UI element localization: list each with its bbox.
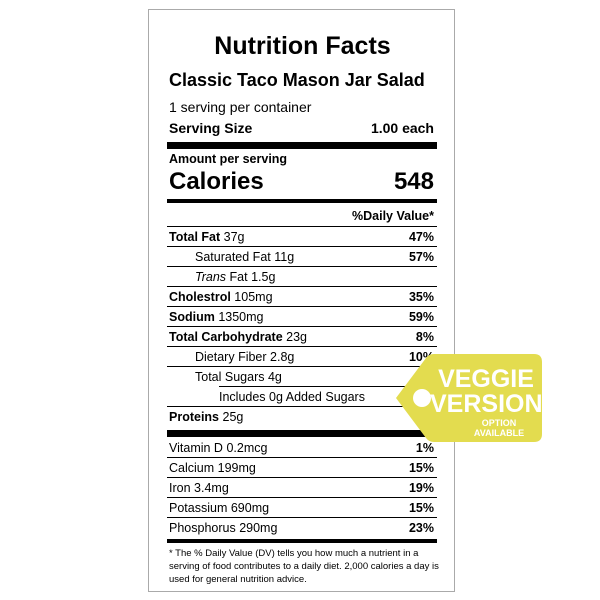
vitamin-amount: 199mg (217, 461, 256, 475)
nutrient-row-total-fat: Total Fat 37g (169, 230, 245, 244)
nutrient-amount: 25g (222, 410, 244, 424)
nutrient-name: Total Carbohydrate (169, 330, 283, 344)
nutrition-facts-label: Nutrition Facts Classic Taco Mason Jar S… (148, 9, 455, 592)
servings-per-container: 1 serving per container (169, 99, 312, 115)
veggie-version-badge: VEGGIE VERSION OPTION AVAILABLE (396, 352, 544, 444)
badge-tag-shape (396, 354, 542, 442)
vitamin-amount: 290mg (239, 521, 278, 535)
vitamin-name: Potassium (169, 501, 228, 515)
row-divider (219, 386, 437, 387)
row-divider (167, 226, 437, 227)
vitamin-row-calcium: Calcium 199mg (169, 461, 256, 475)
nutrient-name: Total Sugars (195, 370, 265, 384)
nutrient-name-suffix: Fat (229, 270, 248, 284)
vitamin-row-potassium: Potassium 690mg (169, 501, 269, 515)
nutrient-name: Dietary Fiber (195, 350, 267, 364)
vitamin-row-phosphorus: Phosphorus 290mg (169, 521, 277, 535)
product-name: Classic Taco Mason Jar Salad (169, 70, 425, 90)
vitamin-dv: 15% (408, 461, 434, 475)
thick-divider (167, 142, 437, 149)
badge-line-option: OPTION (481, 418, 517, 428)
vitamin-row-iron: Iron 3.4mg (169, 481, 229, 495)
row-divider (167, 326, 437, 327)
nutrient-row-saturated-fat: Saturated Fat 11g (195, 250, 294, 264)
row-divider (167, 306, 437, 307)
vitamin-amount: 690mg (230, 501, 270, 515)
nutrient-row-total-sugars: Total Sugars 4g (195, 370, 282, 384)
vitamin-dv: 15% (408, 501, 434, 515)
row-divider (167, 246, 437, 247)
nutrient-amount: 0g Added Sugars (269, 390, 365, 404)
nutrient-amount: 37g (223, 230, 245, 244)
row-divider (167, 477, 437, 478)
vitamin-row-vitamin-d: Vitamin D 0.2mcg (169, 441, 267, 455)
badge-hole-icon (413, 389, 431, 407)
nutrient-dv: 57% (408, 250, 434, 264)
nutrient-row-proteins: Proteins 25g (169, 410, 243, 424)
thick-divider (167, 430, 437, 437)
nutrient-name: Includes (219, 390, 266, 404)
nutrient-amount: 105mg (234, 290, 273, 304)
row-divider (167, 497, 437, 498)
nutrient-dv: 35% (408, 290, 434, 304)
nutrient-amount: 4g (267, 370, 282, 384)
nutrient-row-dietary-fiber: Dietary Fiber 2.8g (195, 350, 294, 364)
row-divider (167, 286, 437, 287)
vitamin-name: Phosphorus (169, 521, 236, 535)
badge-line-version: VERSION (430, 390, 543, 418)
serving-size-label: Serving Size (169, 120, 253, 136)
vitamin-name: Vitamin D (169, 441, 223, 455)
nutrient-name: Saturated Fat (195, 250, 271, 264)
row-divider (167, 346, 437, 347)
badge-line-available: AVAILABLE (473, 428, 525, 438)
nutrient-amount: 11g (274, 250, 295, 264)
calories-label: Calories (169, 168, 264, 195)
row-divider (167, 266, 437, 267)
daily-value-header: %Daily Value* (352, 209, 434, 223)
medium-divider (167, 199, 437, 203)
vitamin-amount: 0.2mcg (226, 441, 268, 455)
nutrient-row-added-sugars: Includes 0g Added Sugars (219, 390, 365, 404)
nutrient-name: Total Fat (169, 230, 221, 244)
nutrient-amount: 1350mg (218, 310, 264, 324)
medium-divider (167, 539, 437, 543)
amount-per-serving: Amount per serving (169, 152, 288, 166)
nutrient-amount: 23g (286, 330, 308, 344)
row-divider (167, 517, 437, 518)
nutrient-row-cholestrol: Cholestrol 105mg (169, 290, 273, 304)
vitamin-dv: 19% (408, 481, 434, 495)
row-divider (167, 457, 437, 458)
badge-line-veggie: VEGGIE (438, 365, 534, 393)
nutrient-row-trans-fat: Trans Fat 1.5g (195, 270, 275, 284)
nutrient-amount: 1.5g (251, 270, 276, 284)
serving-size-value: 1.00 each (370, 120, 434, 136)
calories-value: 548 (393, 168, 434, 195)
nutrient-dv: 47% (408, 230, 434, 244)
nutrient-row-total-carbohydrate: Total Carbohydrate 23g (169, 330, 307, 344)
vitamin-name: Calcium (169, 461, 215, 475)
label-title: Nutrition Facts (214, 32, 391, 60)
daily-value-footnote: * The % Daily Value (DV) tells you how m… (169, 548, 439, 585)
vitamin-name: Iron (169, 481, 191, 495)
vitamin-dv: 23% (408, 521, 434, 535)
nutrient-dv: 8% (415, 330, 434, 344)
nutrient-name: Cholestrol (169, 290, 231, 304)
nutrient-row-sodium: Sodium 1350mg (169, 310, 264, 324)
nutrient-name: Trans (195, 270, 227, 284)
vitamin-dv: 1% (415, 441, 434, 455)
nutrient-name: Sodium (169, 310, 215, 324)
nutrient-dv: 59% (408, 310, 434, 324)
row-divider (167, 406, 437, 407)
vitamin-amount: 3.4mg (194, 481, 229, 495)
nutrient-name: Proteins (169, 410, 220, 424)
row-divider (167, 366, 437, 367)
nutrient-amount: 2.8g (270, 350, 295, 364)
